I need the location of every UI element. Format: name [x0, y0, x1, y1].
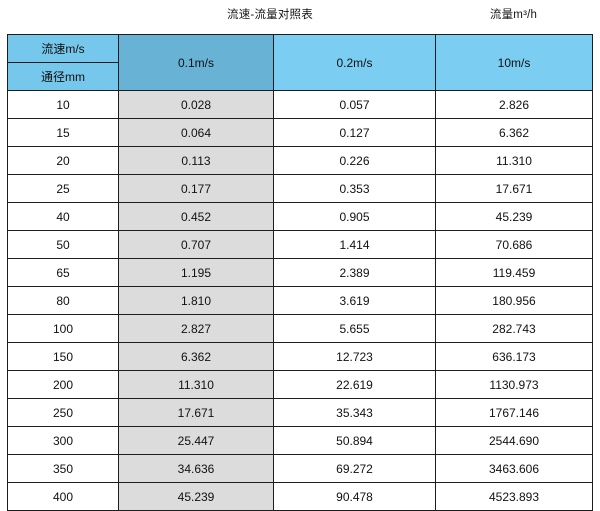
cell-flow-at-10ms: 17.671	[435, 174, 593, 203]
cell-nominal-diameter: 150	[7, 342, 119, 371]
cell-nominal-diameter: 50	[7, 230, 119, 259]
cell-flow-at-0.2ms: 3.619	[273, 286, 436, 315]
cell-flow-at-0.2ms: 69.272	[273, 454, 436, 483]
cell-nominal-diameter: 15	[7, 118, 119, 147]
table-row: 10 0.028 0.057 2.826	[7, 90, 593, 119]
column-header-1: 0.2m/s	[273, 34, 436, 91]
cell-flow-at-0.2ms: 22.619	[273, 370, 436, 399]
cell-nominal-diameter: 400	[7, 482, 119, 511]
table-row: 40 0.452 0.905 45.239	[7, 202, 593, 231]
table-row: 150 6.362 12.723 636.173	[7, 342, 593, 371]
flow-unit-label: 流量m³/h	[489, 9, 538, 21]
cell-nominal-diameter: 100	[7, 314, 119, 343]
cell-flow-at-10ms: 70.686	[435, 230, 593, 259]
table-row: 20 0.113 0.226 11.310	[7, 146, 593, 175]
cell-flow-at-0.2ms: 0.127	[273, 118, 436, 147]
cell-flow-at-0.1ms: 0.452	[118, 202, 274, 231]
cell-flow-at-0.2ms: 12.723	[273, 342, 436, 371]
table-row: 300 25.447 50.894 2544.690	[7, 426, 593, 455]
cell-nominal-diameter: 25	[7, 174, 119, 203]
cell-flow-at-10ms: 6.362	[435, 118, 593, 147]
cell-flow-at-10ms: 282.743	[435, 314, 593, 343]
column-header-2: 10m/s	[435, 34, 593, 91]
column-header-0: 0.1m/s	[118, 34, 274, 91]
cell-flow-at-10ms: 2.826	[435, 90, 593, 119]
cell-nominal-diameter: 20	[7, 146, 119, 175]
corner-header-velocity: 流速m/s	[7, 34, 119, 63]
cell-flow-at-0.2ms: 35.343	[273, 398, 436, 427]
cell-flow-at-0.1ms: 0.707	[118, 230, 274, 259]
cell-flow-at-0.1ms: 1.195	[118, 258, 274, 287]
caption-row: 流速-流量对照表 流量m³/h	[0, 0, 600, 34]
corner-header-diameter: 通径mm	[7, 62, 119, 91]
cell-flow-at-10ms: 2544.690	[435, 426, 593, 455]
cell-flow-at-0.2ms: 0.057	[273, 90, 436, 119]
cell-flow-at-0.1ms: 25.447	[118, 426, 274, 455]
table-row: 50 0.707 1.414 70.686	[7, 230, 593, 259]
table-row: 25 0.177 0.353 17.671	[7, 174, 593, 203]
table-row: 250 17.671 35.343 1767.146	[7, 398, 593, 427]
cell-flow-at-0.1ms: 45.239	[118, 482, 274, 511]
cell-flow-at-0.1ms: 0.028	[118, 90, 274, 119]
cell-flow-at-10ms: 1767.146	[435, 398, 593, 427]
table-row: 100 2.827 5.655 282.743	[7, 314, 593, 343]
cell-flow-at-10ms: 180.956	[435, 286, 593, 315]
table-row: 200 11.310 22.619 1130.973	[7, 370, 593, 399]
cell-flow-at-10ms: 1130.973	[435, 370, 593, 399]
cell-nominal-diameter: 65	[7, 258, 119, 287]
cell-nominal-diameter: 40	[7, 202, 119, 231]
cell-flow-at-0.1ms: 0.064	[118, 118, 274, 147]
cell-flow-at-0.2ms: 0.226	[273, 146, 436, 175]
table-caption-title: 流速-流量对照表	[227, 9, 313, 21]
cell-flow-at-10ms: 45.239	[435, 202, 593, 231]
table-row: 80 1.810 3.619 180.956	[7, 286, 593, 315]
cell-flow-at-0.1ms: 2.827	[118, 314, 274, 343]
cell-nominal-diameter: 200	[7, 370, 119, 399]
cell-flow-at-10ms: 11.310	[435, 146, 593, 175]
header-row-top: 流速m/s 0.1m/s 0.2m/s 10m/s	[7, 34, 593, 91]
cell-flow-at-0.2ms: 90.478	[273, 482, 436, 511]
cell-flow-at-0.2ms: 50.894	[273, 426, 436, 455]
cell-nominal-diameter: 10	[7, 90, 119, 119]
cell-nominal-diameter: 350	[7, 454, 119, 483]
table-head: 流速m/s 0.1m/s 0.2m/s 10m/s 通径mm	[7, 34, 593, 91]
cell-flow-at-0.2ms: 0.353	[273, 174, 436, 203]
cell-flow-at-0.1ms: 1.810	[118, 286, 274, 315]
table-body: 10 0.028 0.057 2.826 15 0.064 0.127 6.362 20 0.11…	[7, 90, 593, 511]
table-row: 65 1.195 2.389 119.459	[7, 258, 593, 287]
cell-nominal-diameter: 300	[7, 426, 119, 455]
cell-flow-at-0.1ms: 34.636	[118, 454, 274, 483]
cell-flow-at-0.2ms: 1.414	[273, 230, 436, 259]
cell-flow-at-0.2ms: 2.389	[273, 258, 436, 287]
cell-flow-at-0.1ms: 0.113	[118, 146, 274, 175]
flow-velocity-table: 流速m/s 0.1m/s 0.2m/s 10m/s 通径mm 10 0.028 0.…	[7, 34, 593, 511]
cell-flow-at-0.1ms: 11.310	[118, 370, 274, 399]
cell-flow-at-0.1ms: 17.671	[118, 398, 274, 427]
cell-flow-at-10ms: 3463.606	[435, 454, 593, 483]
cell-flow-at-0.2ms: 5.655	[273, 314, 436, 343]
table-row: 15 0.064 0.127 6.362	[7, 118, 593, 147]
flow-velocity-table-wrapper: 流速m/s 0.1m/s 0.2m/s 10m/s 通径mm 10 0.028 0.…	[7, 34, 593, 511]
cell-flow-at-0.1ms: 0.177	[118, 174, 274, 203]
cell-flow-at-10ms: 119.459	[435, 258, 593, 287]
cell-flow-at-10ms: 636.173	[435, 342, 593, 371]
cell-nominal-diameter: 250	[7, 398, 119, 427]
table-row: 400 45.239 90.478 4523.893	[7, 482, 593, 511]
cell-flow-at-10ms: 4523.893	[435, 482, 593, 511]
cell-flow-at-0.1ms: 6.362	[118, 342, 274, 371]
cell-nominal-diameter: 80	[7, 286, 119, 315]
cell-flow-at-0.2ms: 0.905	[273, 202, 436, 231]
table-row: 350 34.636 69.272 3463.606	[7, 454, 593, 483]
